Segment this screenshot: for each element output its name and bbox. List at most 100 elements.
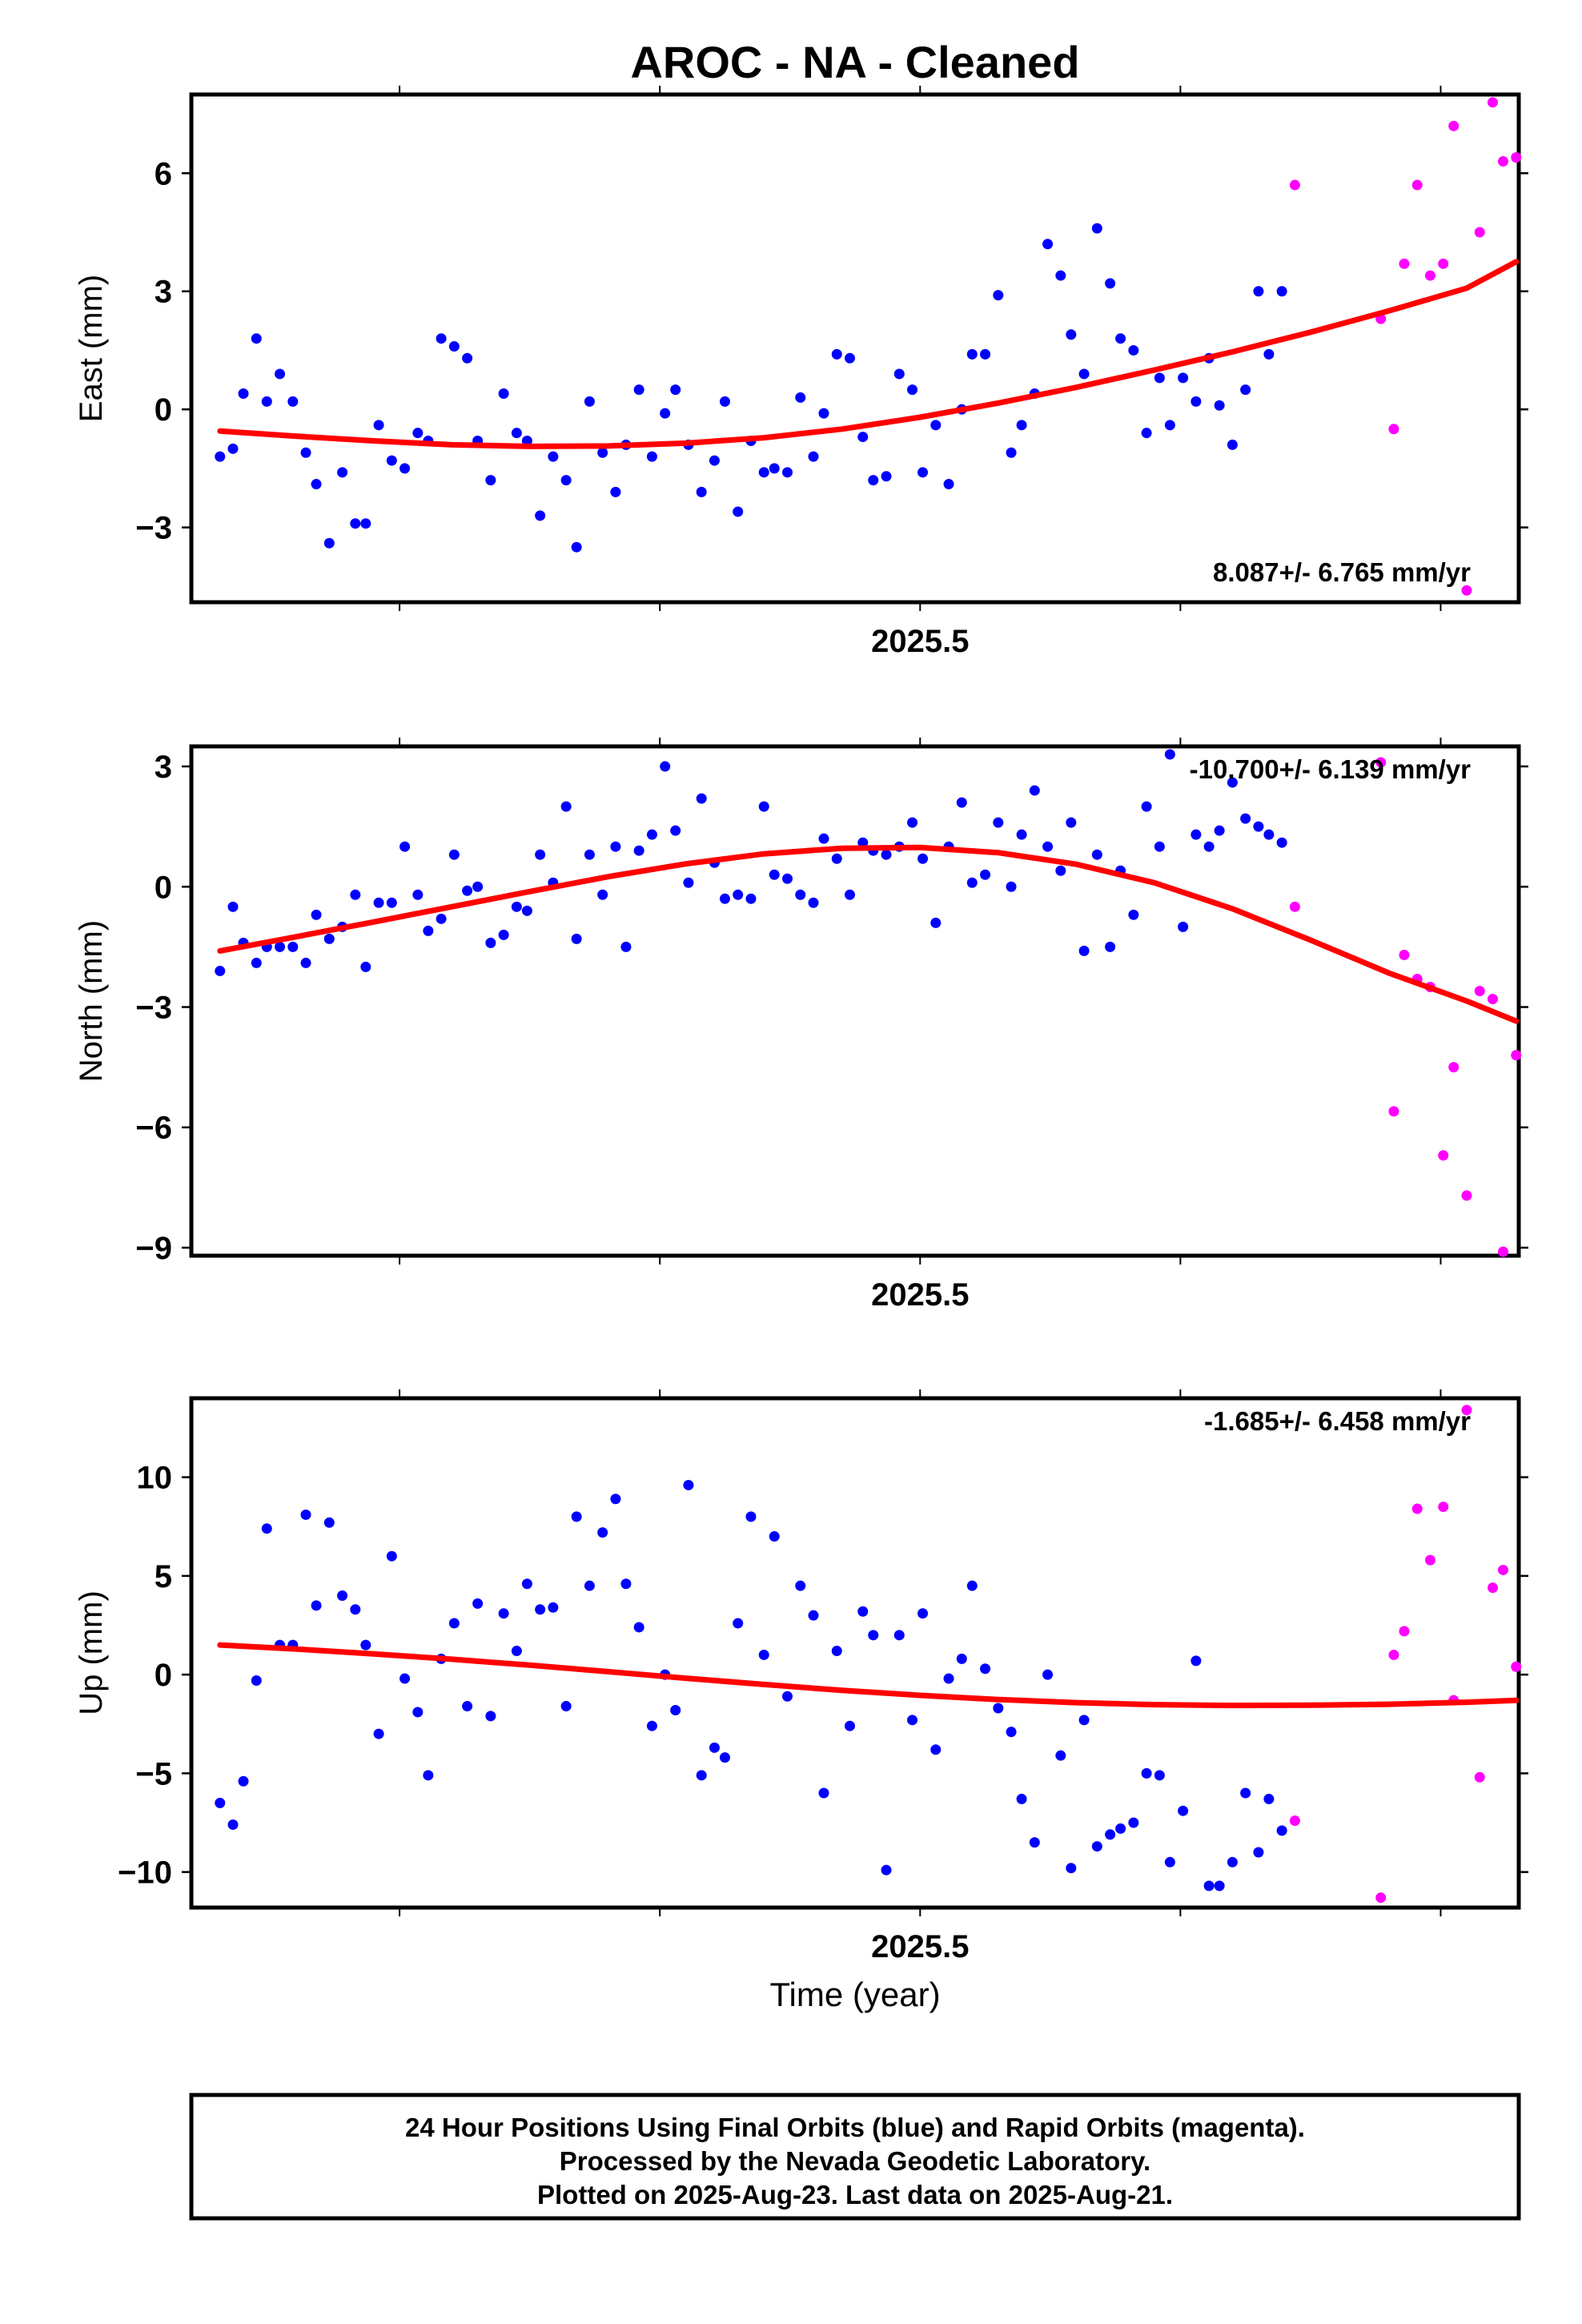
final-orbit-point [733,506,744,517]
y-tick-label: −10 [118,1856,172,1891]
final-orbit-point [696,486,707,497]
final-orbit-point [275,368,286,380]
final-orbit-point [1042,1669,1054,1680]
final-orbit-point [610,486,621,497]
final-orbit-point [917,1608,929,1619]
final-orbit-point [907,817,918,828]
final-orbit-point [1029,1837,1040,1848]
final-orbit-point [300,957,311,968]
x-tick-label: 2025.5 [871,624,969,659]
plot-frame [189,92,1521,605]
final-orbit-point [1091,223,1102,234]
final-orbit-point [300,447,311,458]
final-orbit-point [660,408,671,419]
final-orbit-point [1066,817,1077,828]
rapid-orbit-point [1474,985,1485,996]
rapid-orbit-point [1511,1050,1522,1061]
final-orbit-point [511,428,522,439]
x-axis-title: Time (year) [769,1976,940,2013]
final-orbit-point [1253,286,1264,297]
final-orbit-point [350,889,361,900]
final-orbit-point [1029,785,1040,796]
final-orbit-point [956,1653,967,1664]
final-orbit-point [386,897,397,908]
final-orbit-point [560,1701,572,1712]
final-orbit-point [1178,921,1189,932]
final-orbit-point [511,1646,522,1657]
final-orbit-point [350,518,361,529]
final-orbit-point [521,435,532,446]
final-orbit-point [1006,447,1017,458]
final-orbit-point [360,961,371,972]
final-orbit-point [472,1598,484,1609]
final-orbit-point [610,841,621,852]
final-orbit-point [857,1606,869,1617]
x-tick-label: 2025.5 [871,1929,969,1964]
final-orbit-point [795,1580,806,1591]
final-orbit-point [956,797,967,808]
final-orbit-point [660,761,671,772]
final-orbit-point [1066,329,1077,340]
figure-title: AROC - NA - Cleaned [630,37,1079,87]
rapid-orbit-point [1289,901,1300,912]
final-orbit-point [1105,278,1116,289]
final-orbit-point [769,869,780,880]
y-tick-label: −9 [135,1231,172,1266]
final-orbit-point [620,1578,632,1590]
final-orbit-point [423,1770,434,1781]
final-orbit-point [227,901,239,912]
y-tick-label: 5 [155,1559,172,1594]
y-tick-label: 0 [155,392,172,428]
rapid-orbit-point [1448,120,1460,131]
final-orbit-point [795,889,806,900]
final-orbit-point [412,428,424,439]
final-orbit-point [646,829,657,840]
final-orbit-point [980,348,991,360]
final-orbit-point [1141,801,1152,812]
rapid-orbit-point [1424,270,1435,281]
final-orbit-point [917,467,929,478]
final-orbit-point [1078,1715,1090,1726]
trend-fit-line [217,1642,1520,1709]
final-orbit-point [472,881,484,892]
y-tick-label: 0 [155,870,172,905]
rapid-orbit-point [1399,1626,1410,1637]
rapid-orbit-point [1474,227,1485,238]
final-orbit-point [1263,829,1275,840]
final-orbit-point [907,384,918,396]
final-orbit-point [670,384,681,396]
final-orbit-point [548,451,559,462]
final-orbit-point [808,1610,819,1621]
final-orbit-point [907,1715,918,1726]
final-orbit-point [386,1550,397,1562]
rapid-orbit-point [1289,179,1300,191]
final-orbit-point [1141,1767,1152,1779]
x-tick-label: 2025.5 [871,1277,969,1313]
final-orbit-point [1016,1793,1027,1804]
rapid-orbit-point [1461,1405,1472,1416]
y-axis-title: Up (mm) [74,1590,109,1715]
final-orbit-point [1164,420,1175,431]
final-orbit-point [1115,333,1126,344]
final-orbit-point [1191,396,1202,407]
final-orbit-point [745,1511,757,1522]
final-orbit-point [560,801,572,812]
final-orbit-point [1214,400,1225,411]
final-orbit-point [412,1707,424,1718]
final-orbit-point [1214,1880,1225,1892]
caption-line-3: Plotted on 2025-Aug-23. Last data on 202… [537,2180,1173,2209]
final-orbit-point [412,889,424,900]
final-orbit-point [943,479,954,490]
final-orbit-point [436,913,447,924]
final-orbit-point [993,1703,1004,1714]
east-panel: 2025.5 −3 0 3 6 East (mm) 8.087+/- 6.765 mm/yr [74,86,1528,659]
final-orbit-point [733,1618,744,1629]
final-orbit-point [818,1787,829,1799]
final-orbit-point [597,889,608,900]
final-orbit-point [831,348,842,360]
final-orbit-point [808,897,819,908]
rapid-orbit-point [1461,585,1472,596]
final-orbit-point [462,1701,473,1712]
plot-frame [189,1396,1521,1910]
